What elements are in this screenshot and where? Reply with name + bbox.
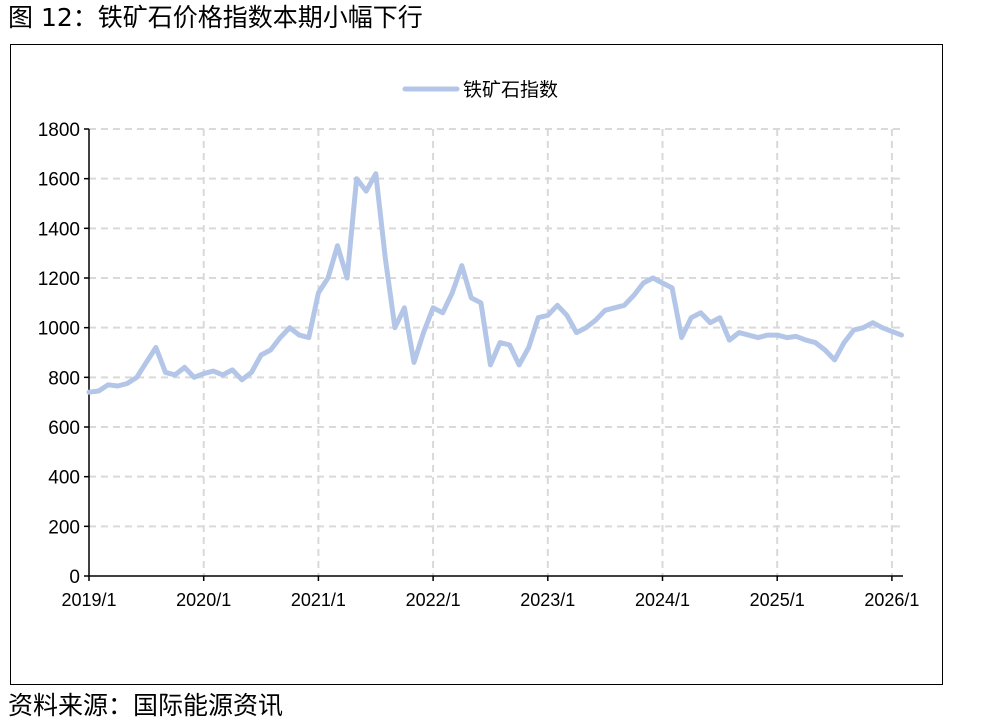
x-tick-label: 2026/1 xyxy=(864,590,919,610)
legend: 铁矿石指数 xyxy=(402,79,558,101)
axis-layer: 0 200 400 600 800 1000 1200 1400 1600 1800 2019/1 2… xyxy=(38,120,920,610)
y-tick-label: 1400 xyxy=(38,219,80,240)
source-note: 资料来源：国际能源资讯 xyxy=(8,691,284,720)
y-tick-label: 400 xyxy=(48,468,80,489)
series-line xyxy=(86,171,904,395)
y-tick-label: 1800 xyxy=(38,120,80,141)
grid-layer xyxy=(89,128,903,576)
y-tick-label: 1000 xyxy=(38,319,80,340)
legend-label: 铁矿石指数 xyxy=(463,79,558,101)
y-tick-label: 200 xyxy=(48,517,80,538)
y-tick-label: 800 xyxy=(48,368,80,389)
y-tick-label: 1200 xyxy=(38,269,80,290)
y-tick-label: 1600 xyxy=(38,170,80,191)
x-tick-label: 2022/1 xyxy=(406,590,461,610)
figure-title: 图 12：铁矿石价格指数本期小幅下行 xyxy=(8,3,423,32)
line-chart: 0 200 400 600 800 1000 1200 1400 1600 1800 2019/1 2… xyxy=(38,79,920,610)
x-tick-label: 2021/1 xyxy=(291,590,346,610)
x-tick-label: 2024/1 xyxy=(635,590,690,610)
chart-frame: 0 200 400 600 800 1000 1200 1400 1600 1800 2019/1 2… xyxy=(10,44,943,685)
series-layer xyxy=(86,171,904,395)
x-tick-label: 2020/1 xyxy=(176,590,231,610)
x-tick-label: 2025/1 xyxy=(750,590,805,610)
y-tick-label: 600 xyxy=(48,418,80,439)
x-tick-label: 2023/1 xyxy=(520,590,575,610)
x-tick-label: 2019/1 xyxy=(61,590,116,610)
y-tick-label: 0 xyxy=(69,567,80,588)
